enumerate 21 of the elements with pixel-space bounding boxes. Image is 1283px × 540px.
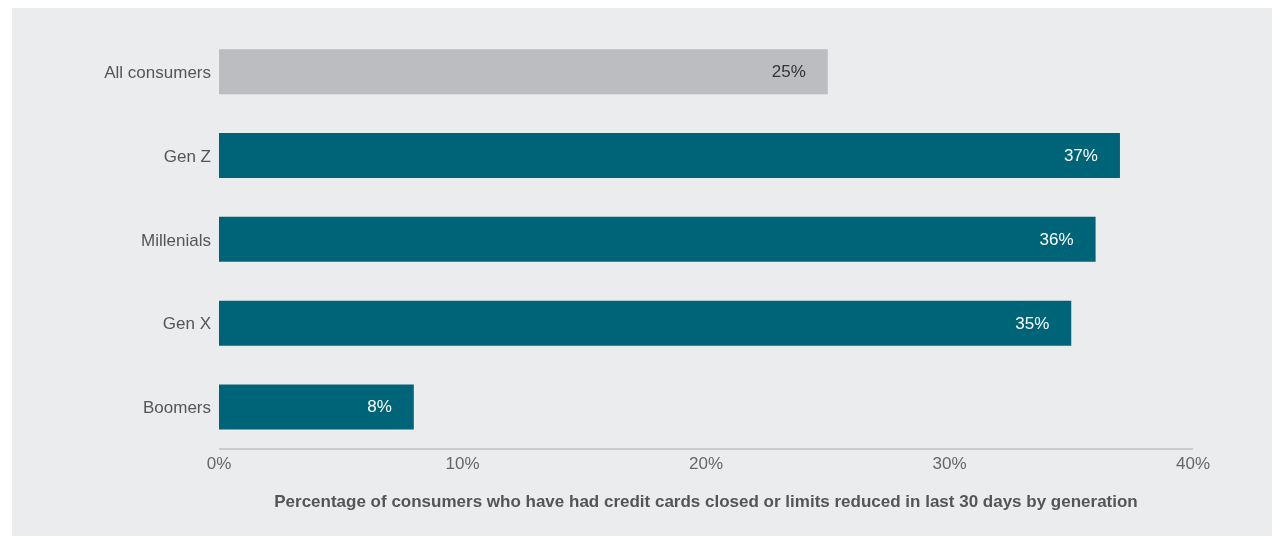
x-tick-label: 40%: [1175, 454, 1211, 474]
y-tick-label: Boomers: [142, 398, 211, 418]
bar: [219, 300, 1072, 346]
y-tick-label: Gen Z: [163, 146, 211, 166]
y-tick-label: All consumers: [104, 62, 211, 82]
x-tick-label: 20%: [688, 454, 724, 474]
x-tick-label: 30%: [932, 454, 967, 474]
y-tick-label: Gen X: [162, 314, 211, 334]
data-label: 37%: [1063, 146, 1098, 166]
bar: [219, 384, 414, 430]
data-label: 36%: [1039, 229, 1074, 249]
x-axis-title: Percentage of consumers who have had credit cards closed or limits reduced in last 30 days by generation: [274, 492, 1138, 511]
bar: [219, 49, 828, 95]
y-tick-label: Millenials: [141, 230, 211, 250]
x-tick-label: 0%: [206, 454, 232, 474]
bar: [219, 216, 1096, 262]
data-label: 8%: [367, 397, 392, 417]
bar: [219, 133, 1120, 179]
data-label: 25%: [771, 62, 806, 82]
data-label: 35%: [1015, 313, 1050, 333]
x-tick-label: 10%: [445, 454, 480, 474]
